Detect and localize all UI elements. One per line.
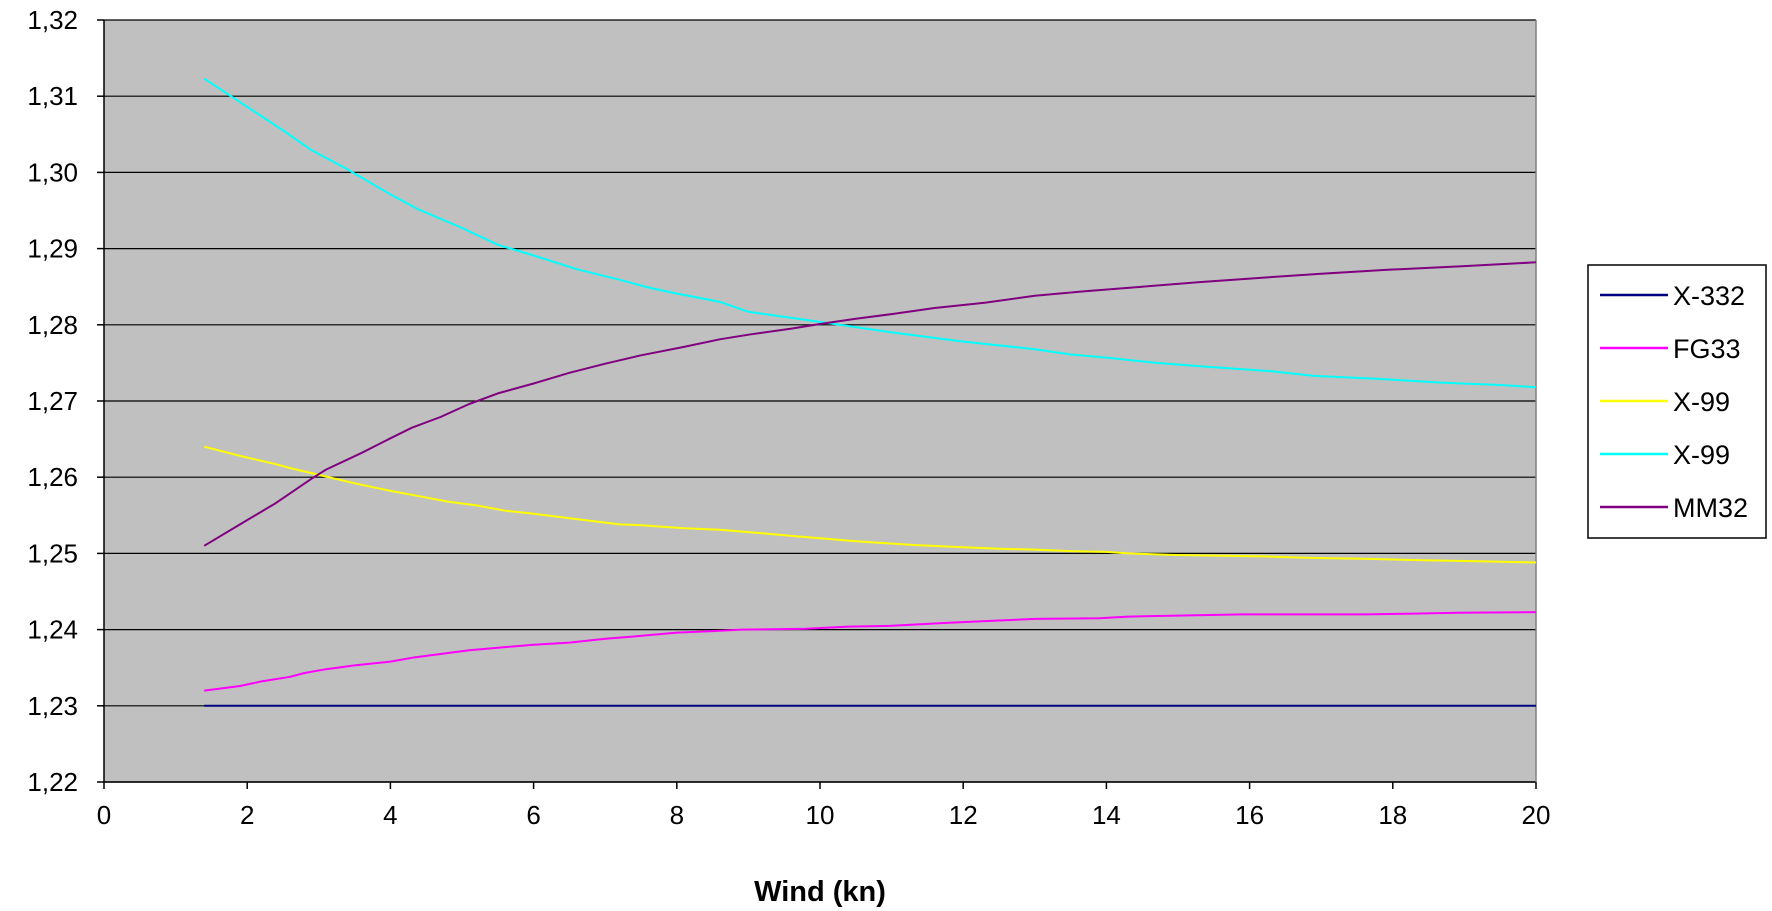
legend-label: MM32 [1673,493,1748,523]
y-tick-label: 1,26 [27,462,78,492]
legend-label: FG33 [1673,334,1741,364]
x-tick-label: 16 [1235,800,1264,830]
y-tick-label: 1,22 [27,767,78,797]
x-axis-label: Wind (kn) [754,876,886,908]
y-tick-label: 1,30 [27,157,78,187]
x-tick-label: 12 [949,800,978,830]
legend-label: X-99 [1673,440,1730,470]
legend: X-332 FG33 X-99 X-99 MM32 [1587,264,1767,539]
y-tick-label: 1,24 [27,615,78,645]
series-lines [203,77,1537,707]
series-line-4 [203,77,1537,389]
y-tick-label: 1,28 [27,310,78,340]
legend-label: X-99 [1673,387,1730,417]
y-tick-label: 1,31 [27,81,78,111]
y-tick-label: 1,25 [27,538,78,568]
x-tick-label: 14 [1092,800,1121,830]
series-line-5 [203,261,1537,547]
x-tick-label: 4 [383,800,397,830]
x-tick-label: 20 [1522,800,1551,830]
x-tick-label: 10 [806,800,835,830]
series-line-3 [203,445,1537,564]
tick-labels: 1,22 1,23 1,24 1,25 1,26 1,27 1,28 1,29 1,30 1,31… [27,5,1550,830]
x-tick-label: 18 [1378,800,1407,830]
legend-label: X-332 [1673,281,1745,311]
x-tick-label: 8 [670,800,684,830]
x-tick-label: 6 [526,800,540,830]
y-tick-label: 1,32 [27,5,78,35]
x-tick-label: 0 [97,800,111,830]
y-tick-label: 1,29 [27,234,78,264]
series-line-2 [204,611,1537,692]
x-tick-label: 2 [240,800,254,830]
y-tick-label: 1,23 [27,691,78,721]
y-tick-label: 1,27 [27,386,78,416]
